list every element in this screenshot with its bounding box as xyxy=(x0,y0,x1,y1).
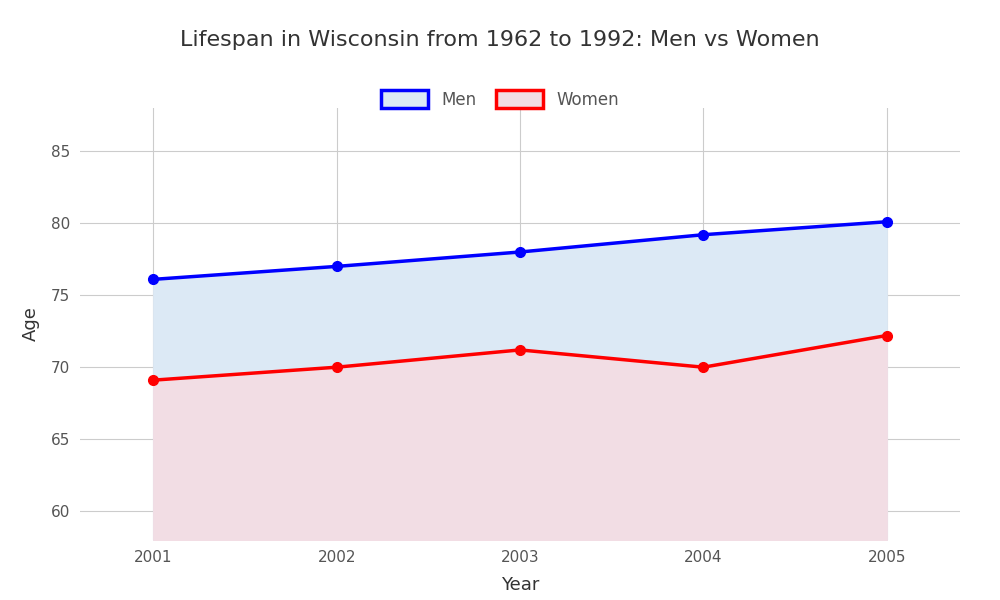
X-axis label: Year: Year xyxy=(501,576,539,594)
Text: Lifespan in Wisconsin from 1962 to 1992: Men vs Women: Lifespan in Wisconsin from 1962 to 1992:… xyxy=(180,30,820,50)
Legend: Men, Women: Men, Women xyxy=(374,83,626,115)
Y-axis label: Age: Age xyxy=(22,307,40,341)
